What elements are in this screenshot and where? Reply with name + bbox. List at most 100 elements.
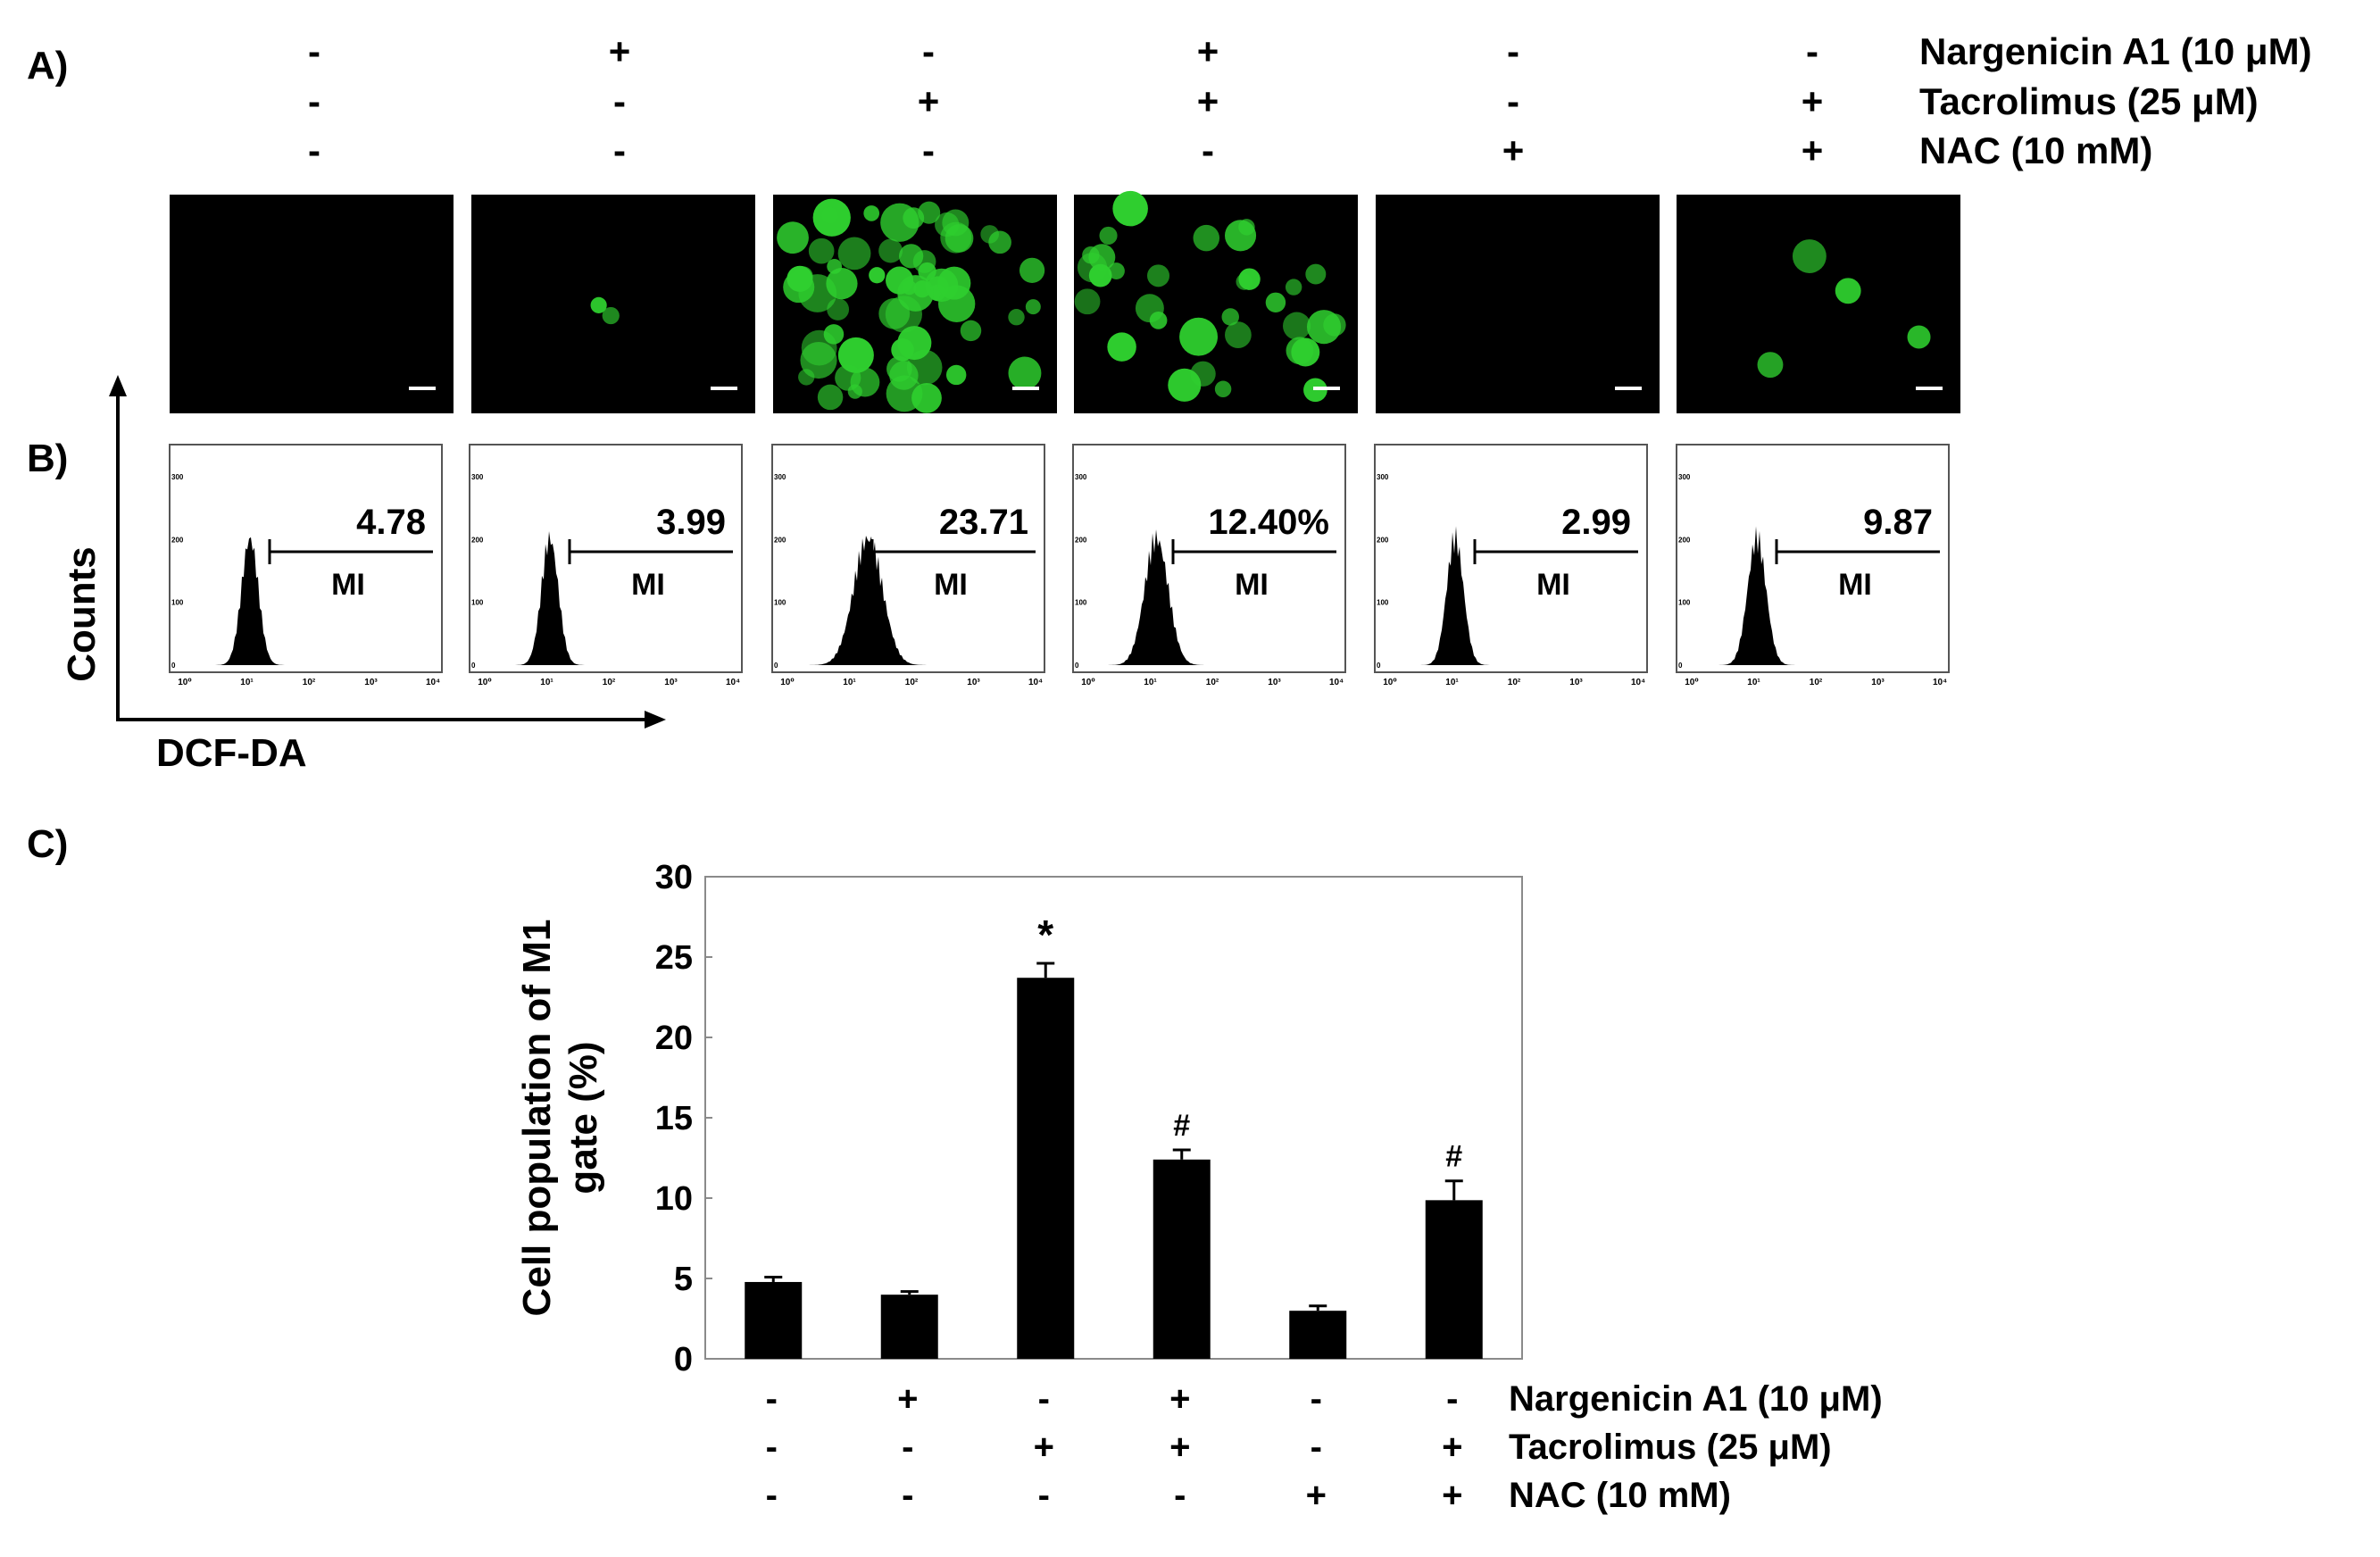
dcf-axis-label: DCF-DA [156,731,307,775]
bar [1289,1311,1347,1359]
treatment-label: NAC (10 mM) [1509,1476,1731,1515]
treatment-sign: - [613,80,626,122]
fluorescent-cell [798,369,815,386]
treatment-sign: - [1311,1428,1322,1467]
micrograph-1 [170,195,454,413]
gate-label: MI [934,568,968,602]
histogram-y-tick: 300 [1678,473,1691,481]
fluorescent-cell [1305,263,1327,285]
y-tick-label: 0 [674,1341,693,1378]
fluorescent-cell [1238,268,1261,290]
histogram-x-tick: 10⁰ [1383,678,1397,687]
treatment-sign: + [1197,80,1219,122]
bar [880,1295,938,1359]
histogram-x-tick: 10¹ [843,678,856,687]
treatment-sign: - [766,1428,778,1467]
treatment-sign: - [1038,1379,1050,1419]
treatment-sign: + [1034,1428,1054,1467]
counts-axis-label: Counts [60,546,104,682]
significance-mark: # [1173,1109,1190,1143]
fluorescent-cell [1265,292,1286,313]
fluorescent-cell [1283,312,1311,340]
y-tick-label: 20 [655,1020,693,1057]
fluorescent-cell [827,298,850,321]
histogram-x-tick: 10² [1810,678,1823,687]
gate-value: 4.78 [356,503,426,542]
micrograph-row [170,190,1960,413]
micrograph-6 [1677,195,1960,413]
histogram-curve [1692,526,1940,665]
histogram-x-tick: 10³ [967,678,980,687]
panel-a-label: A) [27,44,68,87]
histogram-x-tick: 10³ [364,678,378,687]
gate-label: MI [1235,568,1269,602]
gate-value: 3.99 [656,503,726,542]
histogram-x-tick: 10² [1206,678,1219,687]
bar [1017,978,1075,1359]
histogram-x-tick: 10¹ [1747,678,1760,687]
fluorescent-cell [1088,244,1116,271]
histogram-y-tick: 200 [171,536,184,544]
fluorescent-cell [1135,294,1164,323]
treatment-sign: + [1802,80,1824,122]
treatment-sign: - [1507,80,1519,122]
histogram-x-tick: 10³ [1268,678,1281,687]
treatment-sign: + [1169,1428,1190,1467]
fluorescent-cell [911,382,942,413]
panel-b-label: B) [27,437,68,480]
fluorescent-cell [1147,264,1170,287]
fluorescent-cell [1835,278,1861,304]
gate-label: MI [1536,568,1570,602]
fluorescent-cell [1291,337,1320,367]
histogram-y-tick: 100 [471,599,484,607]
bar-chart: 0 5 10 15 20 25 30 * # # Cell population of M1 g… [515,859,1523,1378]
micrograph-background [170,195,454,413]
y-tick-label: 25 [655,939,693,977]
treatment-sign: - [902,1476,913,1515]
histogram-x-tick: 10⁴ [1329,678,1344,687]
fluorescent-cell [1193,224,1220,252]
histogram-frame [1072,444,1346,673]
histogram-x-tick: 10⁴ [1631,678,1645,687]
gate-value: 9.87 [1863,503,1933,542]
fluorescent-cell [1008,356,1042,390]
histogram-y-tick: 0 [1377,662,1381,670]
fluorescent-cell [878,238,903,263]
treatment-sign: + [918,80,940,122]
histogram-x-tick: 10⁰ [780,678,795,687]
histogram-y-tick: 100 [774,599,786,607]
treatment-sign: + [1802,129,1824,171]
bar [1425,1200,1483,1359]
micrograph-3 [773,195,1057,413]
micrograph-4 [1074,190,1358,413]
fluorescent-cell [817,384,844,411]
histogram-y-tick: 300 [774,473,786,481]
treatment-sign: - [613,129,626,171]
treatment-sign: - [1507,30,1519,72]
fluorescent-cell [940,221,972,254]
histogram-y-tick: 300 [1377,473,1389,481]
treatment-label: Nargenicin A1 (10 μM) [1919,30,2312,72]
y-tick-label: 5 [674,1261,693,1298]
histogram-y-tick: 100 [1075,599,1087,607]
micrograph-background [1376,195,1660,413]
micrograph-background [471,195,755,413]
fluorescent-cell [590,296,607,313]
histogram-x-tick: 10⁴ [726,678,740,687]
treatment-sign: + [609,30,631,72]
histogram-y-tick: 200 [1377,536,1389,544]
histogram-y-tick: 200 [1075,536,1087,544]
histogram-x-tick: 10¹ [1144,678,1157,687]
histogram-x-tick: 10³ [664,678,678,687]
gate-label: MI [1838,568,1872,602]
significance-mark: * [1037,912,1053,958]
treatment-sign: - [1202,129,1214,171]
gate-value: 23.71 [939,503,1028,542]
bar [745,1281,803,1359]
gate-value: 12.40% [1208,503,1329,542]
fluorescent-cell [1214,380,1232,398]
